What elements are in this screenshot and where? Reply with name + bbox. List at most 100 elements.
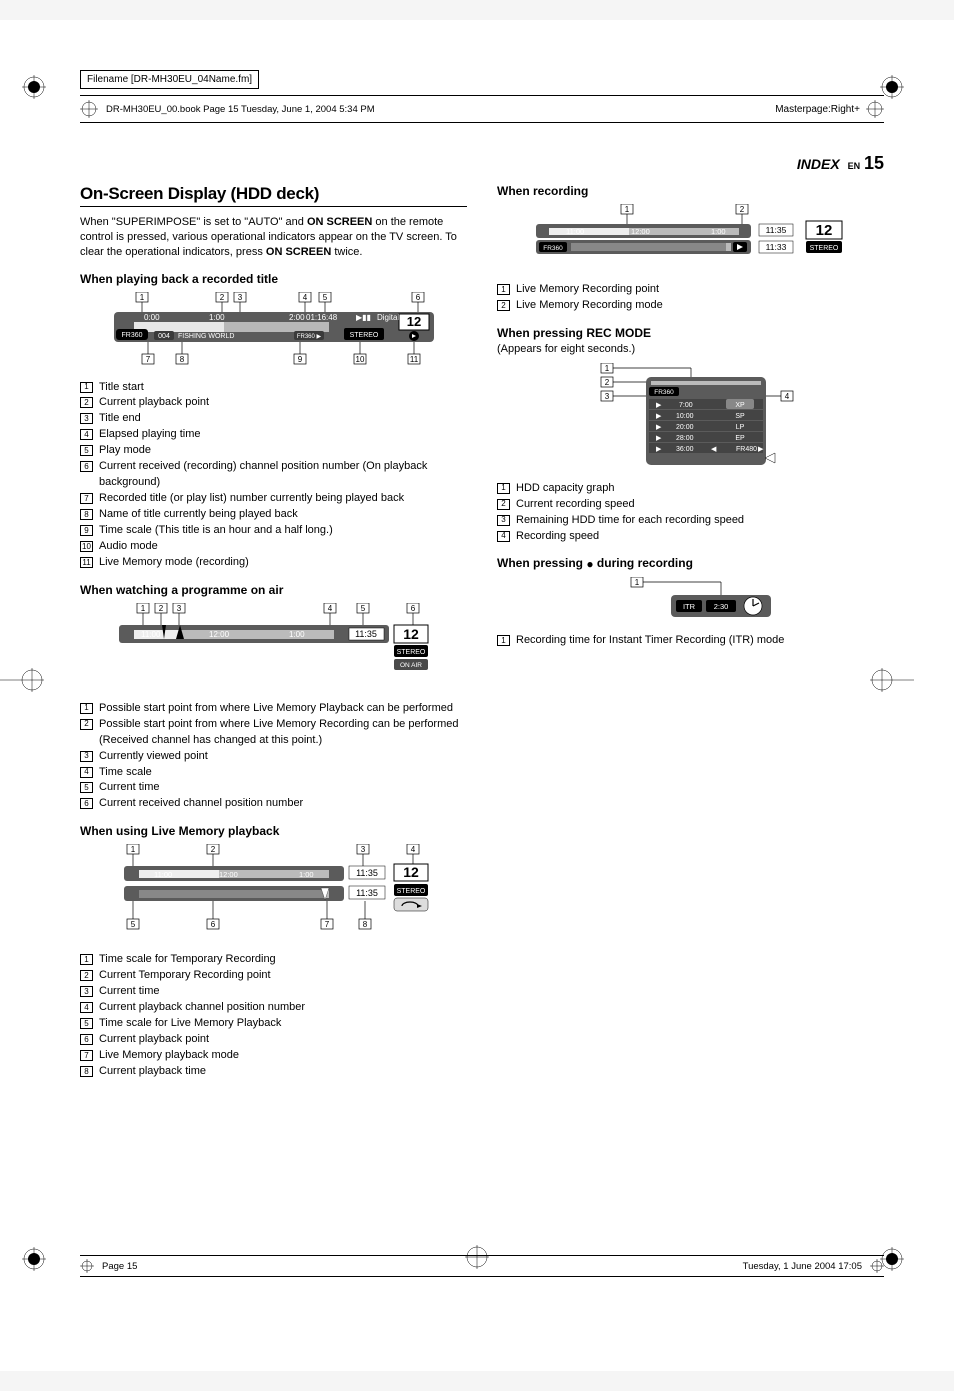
callout-text: Live Memory Recording point (516, 282, 659, 298)
callout-item: 10Audio mode (80, 539, 467, 555)
svg-text:▶: ▶ (656, 413, 662, 420)
callout-number: 3 (80, 986, 93, 997)
callout-text: Recording time for Instant Timer Recordi… (516, 633, 784, 649)
callout-text: Remaining HDD time for each recording sp… (516, 513, 744, 529)
callout-text: Time scale (99, 765, 152, 781)
regmark-small-icon (866, 100, 884, 118)
callout-text: HDD capacity graph (516, 481, 614, 497)
callout-item: 7Live Memory playback mode (80, 1048, 467, 1064)
svg-text:EP: EP (735, 435, 745, 442)
regmark-mid-left (0, 668, 44, 692)
regmark-small-icon (870, 1259, 884, 1273)
svg-text:FR360 ▶: FR360 ▶ (296, 334, 321, 340)
callout-item: 2 Live Memory Recording mode (497, 298, 884, 314)
callout-item: 1Title start (80, 380, 467, 396)
callout-item: 2Current recording speed (497, 497, 884, 513)
callout-text: Title end (99, 411, 141, 427)
callout-item: 4Current playback channel position numbe… (80, 1000, 467, 1016)
callout-number: 6 (80, 798, 93, 809)
svg-text:2: 2 (210, 845, 215, 854)
callout-item: 7Recorded title (or play list) number cu… (80, 491, 467, 507)
callout-item: 8Current playback time (80, 1064, 467, 1080)
callout-text: Current playback channel position number (99, 1000, 305, 1016)
subheading-recording: When recording (497, 184, 884, 198)
svg-text:11:35: 11:35 (356, 888, 378, 898)
svg-text:11:35: 11:35 (765, 225, 786, 235)
svg-text:3: 3 (604, 392, 609, 401)
callout-number: 2 (497, 499, 510, 510)
svg-text:4: 4 (327, 604, 332, 613)
svg-text:5: 5 (322, 293, 327, 302)
callout-number: 10 (80, 541, 93, 552)
svg-text:FR360: FR360 (654, 389, 674, 396)
svg-text:STEREO: STEREO (396, 649, 425, 656)
callout-item: 2Current playback point (80, 395, 467, 411)
left-column: On-Screen Display (HDD deck) When "SUPER… (80, 184, 467, 1080)
svg-text:12: 12 (403, 864, 419, 880)
svg-text:LP: LP (735, 424, 744, 431)
callout-item: 3Title end (80, 411, 467, 427)
callout-number: 8 (80, 509, 93, 520)
callout-number: 2 (497, 300, 510, 311)
callout-item: 3Currently viewed point (80, 749, 467, 765)
callout-item: 4Elapsed playing time (80, 427, 467, 443)
callout-text: Current playback point (99, 395, 209, 411)
callout-text: Current time (99, 780, 160, 796)
svg-text:1: 1 (139, 293, 144, 302)
svg-text:7: 7 (324, 920, 329, 929)
svg-text:ITR: ITR (682, 602, 695, 611)
callout-number: 7 (80, 1050, 93, 1061)
svg-text:12:00: 12:00 (209, 630, 230, 639)
callout-text: (Received channel has changed at this po… (99, 733, 322, 749)
callout-number: 6 (80, 461, 93, 472)
callout-number: 1 (80, 954, 93, 965)
svg-text:FISHING WORLD: FISHING WORLD (178, 333, 234, 340)
index-label: INDEX (797, 156, 840, 172)
svg-text:12:00: 12:00 (631, 227, 650, 236)
footer-right: Tuesday, 1 June 2004 17:05 (743, 1261, 862, 1272)
callout-item: 4Recording speed (497, 529, 884, 545)
svg-text:10:00: 10:00 (676, 413, 694, 420)
callout-list-s3: 1Time scale for Temporary Recording2Curr… (80, 952, 467, 1080)
svg-text:3: 3 (360, 845, 365, 854)
figure-recording: 1 2 11:0012:001:00 11:35 12 FR360 (497, 204, 884, 274)
regmark-top-left (22, 75, 46, 99)
figure-itr: 1 ITR 2:30 (497, 577, 884, 625)
callout-text: Live Memory Recording mode (516, 298, 663, 314)
regmark-small-icon (80, 100, 98, 118)
footer-left: Page 15 (102, 1261, 137, 1272)
callout-number: 8 (80, 1066, 93, 1077)
callout-item: 1Live Memory Recording point (497, 282, 884, 298)
callout-text: Current playback point (99, 1032, 209, 1048)
callout-number: 1 (80, 382, 93, 393)
callout-number: 3 (497, 515, 510, 526)
callout-item: 4 Time scale (80, 765, 467, 781)
svg-text:3: 3 (176, 604, 181, 613)
svg-text:▶▮▮: ▶▮▮ (356, 313, 371, 322)
svg-text:1:00: 1:00 (289, 630, 305, 639)
bookline: DR-MH30EU_00.book Page 15 Tuesday, June … (80, 95, 884, 123)
svg-text:8: 8 (362, 920, 367, 929)
svg-text:▶: ▶ (656, 435, 662, 442)
bookline-text: DR-MH30EU_00.book Page 15 Tuesday, June … (106, 104, 375, 115)
intro-text: When "SUPERIMPOSE" is set to "AUTO" and … (80, 215, 467, 260)
svg-text:▶: ▶ (656, 446, 662, 453)
svg-text:11:35: 11:35 (355, 629, 377, 639)
callout-number: 4 (80, 767, 93, 778)
callout-text: Recorded title (or play list) number cur… (99, 491, 404, 507)
svg-text:11:33: 11:33 (765, 242, 786, 252)
svg-text:1: 1 (140, 604, 145, 613)
right-column: When recording 1 2 11:0012:001:00 11:35 … (497, 184, 884, 1080)
figure-on-air: 1 2 3 4 5 6 (80, 603, 467, 693)
callout-number: 5 (80, 782, 93, 793)
svg-text:11:00: 11:00 (154, 870, 172, 879)
svg-text:Digital: Digital (377, 313, 399, 322)
svg-text:7: 7 (145, 355, 150, 364)
svg-text:▶: ▶ (656, 424, 662, 431)
svg-text:1: 1 (624, 205, 629, 214)
callout-text: Live Memory mode (recording) (99, 555, 249, 571)
callout-number: 2 (80, 719, 93, 730)
callout-list-s2: 1Possible start point from where Live Me… (80, 701, 467, 813)
callout-text: Play mode (99, 443, 151, 459)
svg-text:2: 2 (604, 378, 609, 387)
